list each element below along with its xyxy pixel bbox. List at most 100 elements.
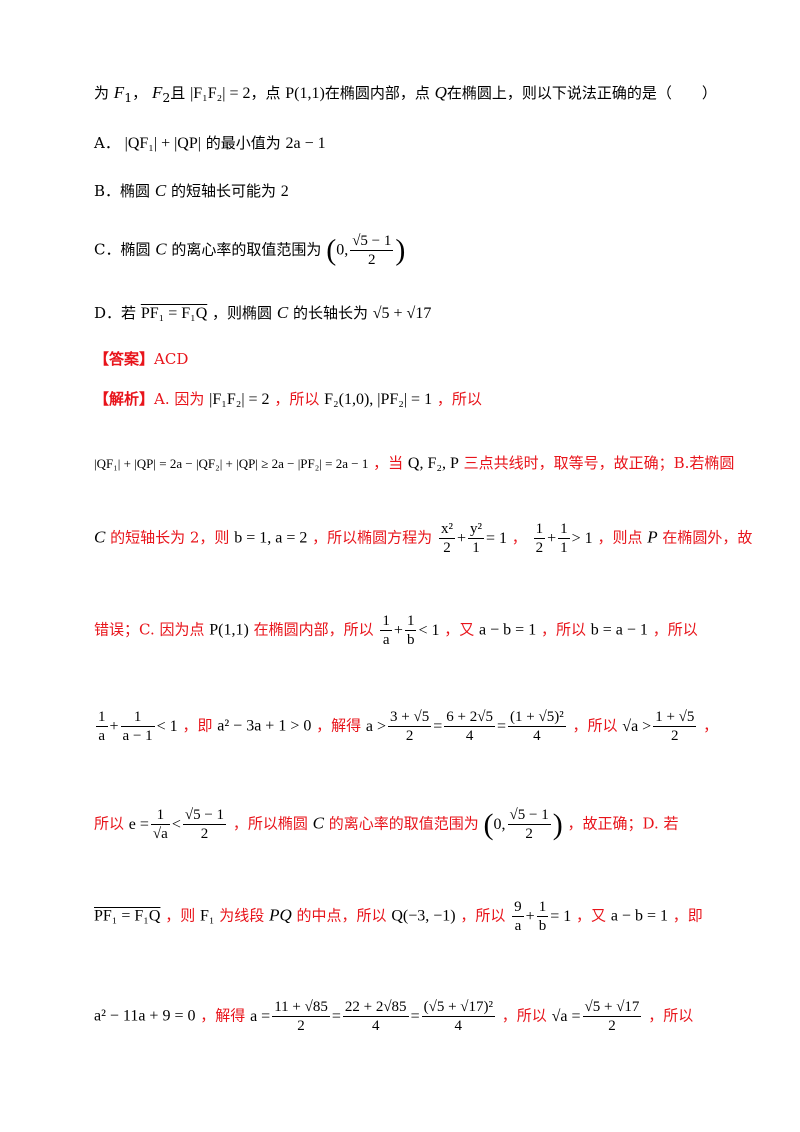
text: ， bbox=[703, 716, 719, 735]
text: ，即 bbox=[672, 906, 703, 925]
math: C bbox=[155, 239, 167, 259]
solution-line-2: |QF₁| + |QP| = 2a − |QF₂| + |QP| ≥ 2a − … bbox=[94, 452, 734, 473]
text: 三点共线时，取等号，故正确；B.若椭圆 bbox=[463, 454, 735, 472]
solution-line-7: PF₁ = F₁Q ，则 F₁ 为线段 PQ 的中点，所以 Q(−3, −1) … bbox=[94, 899, 703, 934]
option-b: B．椭圆 C 的短轴长可能为 2 bbox=[94, 180, 289, 201]
fraction: 6 + 2√5 4 bbox=[444, 709, 495, 744]
fraction: y² 1 bbox=[467, 521, 484, 556]
fraction: (√5 + √17)² 4 bbox=[421, 999, 496, 1034]
option-c: C．椭圆 C 的离心率的取值范围为 (0, √5 − 1 2) bbox=[94, 233, 406, 268]
fraction: 1 + √5 2 bbox=[653, 709, 697, 744]
text: ，当 bbox=[373, 454, 404, 472]
solution-line-1: 【解析】A. 因为 |F₁F₂| = 2 ，所以 F₂(1,0), |PF₂| … bbox=[94, 388, 482, 409]
text: ，点 bbox=[250, 84, 281, 102]
math: Q(−3, −1) bbox=[391, 907, 456, 925]
math: |F₁F₂| = 2 bbox=[190, 85, 251, 102]
math: a² − 3a + 1 > 0 bbox=[217, 717, 312, 735]
math: |QF₁| + |QP| bbox=[124, 135, 201, 152]
fraction: 11 + √85 2 bbox=[272, 999, 330, 1034]
text: 所以 bbox=[94, 814, 125, 833]
text: ， bbox=[132, 84, 148, 102]
math: F₂(1,0), |PF₂| = 1 bbox=[324, 391, 433, 408]
text: ，则点 bbox=[597, 528, 643, 547]
text: ，解得 bbox=[316, 716, 362, 735]
text: 在椭圆上，则以下说法正确的是（ ） bbox=[446, 84, 717, 102]
text: ，所以 bbox=[648, 1006, 694, 1025]
math: Q, F₂, P bbox=[407, 455, 459, 472]
text: ， bbox=[511, 528, 527, 547]
solution-line-5: 1 a +1 a − 1 < 1 ，即 a² − 3a + 1 > 0 ，解得 a >3… bbox=[96, 709, 719, 744]
text: 为 bbox=[94, 84, 110, 102]
text: ，所以 bbox=[501, 1006, 547, 1025]
option-label: A． bbox=[94, 134, 120, 152]
text: ，所以 bbox=[572, 716, 618, 735]
math-sub: 1 bbox=[124, 90, 133, 105]
text: ，又 bbox=[576, 906, 607, 925]
math: F bbox=[151, 83, 163, 102]
text: 的中点，所以 bbox=[296, 906, 387, 925]
solution-line-8: a² − 11a + 9 = 0 ，解得 a = 11 + √85 2 = 22 + 2… bbox=[94, 999, 694, 1034]
option-d: D．若 PF₁ = F₁Q ，则椭圆 C 的长轴长为 √5 + √17 bbox=[94, 302, 431, 323]
text: 的离心率的取值范围为 bbox=[171, 240, 322, 259]
option-label: C．椭圆 bbox=[94, 240, 151, 259]
text: 且 bbox=[170, 84, 186, 102]
text: 在椭圆外，故 bbox=[662, 528, 753, 547]
solution-tag: 【解析】 bbox=[94, 390, 155, 408]
math: a − b = 1 bbox=[610, 907, 668, 925]
text: ，故正确；D. 若 bbox=[567, 814, 679, 833]
answer-line: 【答案】ACD bbox=[94, 348, 188, 369]
answer-tag: 【答案】 bbox=[94, 350, 155, 368]
option-a: A． |QF₁| + |QP| 的最小值为 2a − 1 bbox=[94, 132, 326, 153]
math-sub: 2 bbox=[162, 90, 171, 105]
solution-line-4: 错误；C. 因为点 P(1,1) 在椭圆内部，所以 1 a +1 b < 1 ，又 a … bbox=[94, 613, 698, 648]
math: PF₁ = F₁Q bbox=[94, 907, 161, 925]
text: 的短轴长为 2，则 bbox=[110, 528, 230, 547]
text: ，所以 bbox=[540, 620, 586, 639]
option-label: D．若 bbox=[94, 304, 137, 322]
text: ，所以 bbox=[652, 620, 698, 639]
text: 为线段 bbox=[219, 906, 265, 925]
text: A. 因为 bbox=[154, 390, 205, 408]
math: C bbox=[94, 527, 106, 547]
text: 的离心率的取值范围为 bbox=[328, 814, 479, 833]
text: ，所以 bbox=[274, 390, 320, 408]
math: P(1,1) bbox=[285, 85, 325, 102]
math: P(1,1) bbox=[209, 621, 249, 639]
math: a − b = 1 bbox=[479, 621, 537, 639]
question-stem-line: 为 F1， F2且 |F₁F₂| = 2，点 P(1,1)在椭圆内部，点 Q在椭… bbox=[94, 82, 717, 105]
text: ，所以 bbox=[436, 390, 482, 408]
solution-line-3: C 的短轴长为 2，则 b = 1, a = 2 ，所以椭圆方程为 x² 2 + y²… bbox=[94, 521, 753, 556]
math: C bbox=[154, 181, 167, 200]
math: PQ bbox=[269, 905, 292, 925]
text: ，则椭圆 bbox=[212, 304, 273, 322]
text: 的最小值为 bbox=[205, 134, 281, 152]
math: 2 bbox=[280, 183, 289, 200]
fraction: 3 + √5 2 bbox=[388, 709, 432, 744]
math: F₁ bbox=[200, 907, 215, 925]
text: ，解得 bbox=[200, 1006, 246, 1025]
text: 的长轴长为 bbox=[292, 304, 368, 322]
answer-value: ACD bbox=[154, 350, 189, 368]
math: F bbox=[113, 83, 125, 102]
text: ，所以 bbox=[460, 906, 506, 925]
math: PF₁ = F₁Q bbox=[140, 305, 208, 322]
fraction: 22 + 2√85 4 bbox=[342, 999, 409, 1034]
text: 在椭圆内部，点 bbox=[324, 84, 430, 102]
option-label: B．椭圆 bbox=[94, 182, 151, 200]
math: 0, bbox=[336, 241, 349, 259]
fraction: (1 + √5)² 4 bbox=[508, 709, 566, 744]
fraction: x² 2 bbox=[438, 521, 455, 556]
text: ，则 bbox=[165, 906, 196, 925]
math: b = a − 1 bbox=[590, 621, 648, 639]
text: ，所以椭圆 bbox=[232, 814, 308, 833]
text: ，所以椭圆方程为 bbox=[312, 528, 433, 547]
